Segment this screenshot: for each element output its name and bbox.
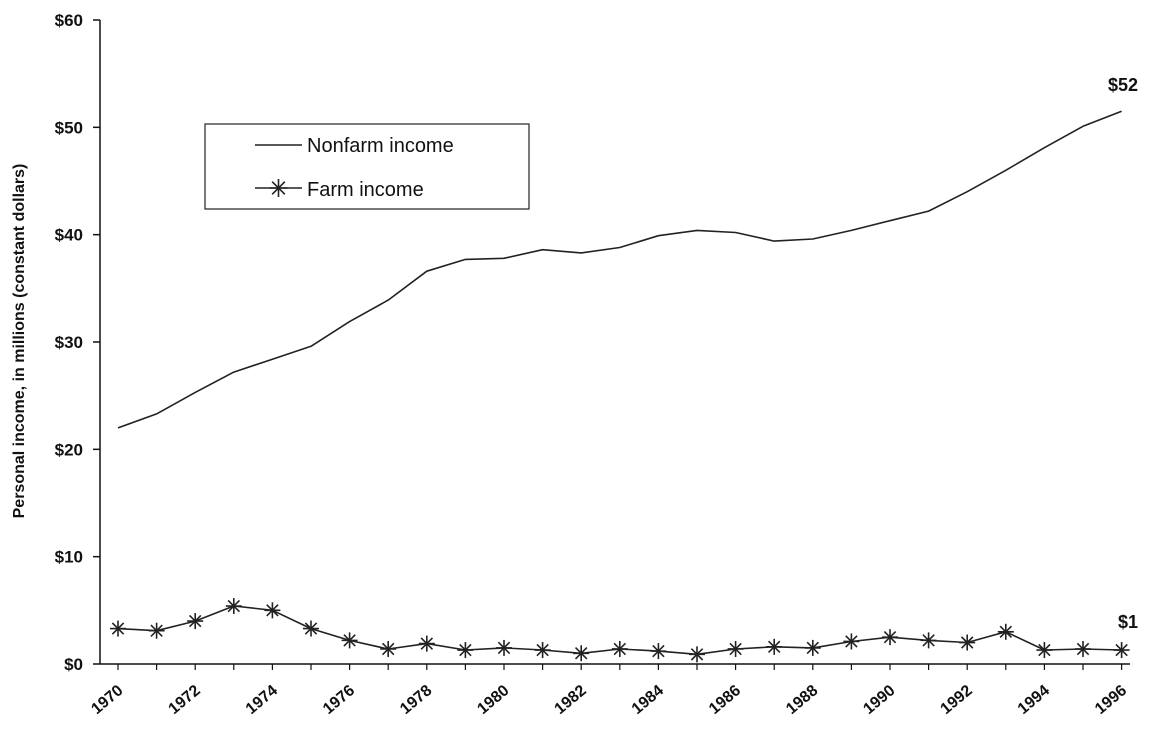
x-tick-label: 1994	[1015, 682, 1053, 718]
data-point-farm-income	[1113, 642, 1130, 659]
series-group	[110, 110, 1130, 663]
y-axis-label: Personal income, in millions (constant d…	[11, 164, 28, 519]
x-tick-label: 1990	[860, 682, 898, 718]
y-tick-label: $0	[64, 655, 83, 674]
x-tick-label: 1988	[783, 682, 821, 718]
x-axis: 1970 1972 1974 1976 1978 1980 1982 1984 1986 1988…	[88, 663, 1130, 718]
x-tick-label: 1984	[629, 682, 667, 718]
data-point-farm-income	[496, 639, 512, 656]
x-tick-label: 1978	[397, 682, 435, 718]
legend-asterisk-marker	[269, 179, 288, 197]
data-point-farm-income	[1075, 640, 1091, 657]
data-point-farm-income	[110, 620, 126, 637]
data-point-farm-income	[727, 640, 744, 657]
data-point-farm-income	[303, 620, 319, 637]
data-point-farm-income	[650, 643, 667, 660]
data-point-farm-income	[804, 639, 821, 656]
data-point-farm-income	[225, 598, 242, 615]
data-point-farm-income	[418, 635, 435, 652]
x-tick-label: 1986	[706, 682, 744, 718]
legend-box	[204, 123, 530, 210]
data-point-farm-income	[573, 645, 590, 662]
data-point-farm-income	[534, 642, 551, 659]
end-labels: $52 $1	[1108, 75, 1138, 632]
data-point-farm-income	[959, 634, 976, 651]
data-point-farm-income	[766, 638, 783, 655]
data-point-farm-income	[148, 622, 165, 639]
y-tick-label: $10	[55, 548, 83, 567]
x-tick-label: 1980	[474, 682, 512, 718]
data-point-farm-income	[341, 632, 358, 649]
data-point-farm-income	[380, 640, 397, 657]
y-tick-label: $30	[55, 333, 83, 352]
end-label-nonfarm-income: $52	[1108, 75, 1138, 95]
legend-label-nonfarm: Nonfarm income	[307, 135, 454, 157]
x-tick-label: 1972	[166, 682, 204, 718]
data-point-farm-income	[264, 602, 281, 619]
x-tick-label: 1982	[552, 682, 590, 718]
data-point-farm-income	[187, 613, 204, 630]
legend: Nonfarm income Farm income	[204, 123, 530, 210]
legend-asterisk	[269, 179, 288, 197]
data-point-farm-income	[689, 646, 705, 663]
y-tick-label: $20	[55, 440, 83, 459]
data-point-farm-income	[882, 629, 898, 646]
end-label-farm-income: $1	[1118, 612, 1138, 632]
data-point-farm-income	[920, 632, 937, 649]
y-tick-label: $50	[55, 118, 83, 137]
legend-label-farm: Farm income	[307, 179, 424, 201]
x-tick-label: 1974	[243, 682, 281, 718]
x-tick-label: 1970	[88, 682, 126, 718]
data-point-farm-income	[843, 633, 860, 650]
data-point-farm-income	[1036, 642, 1053, 659]
data-point-farm-income	[457, 642, 474, 659]
x-tick-label: 1996	[1092, 682, 1130, 718]
x-tick-label: 1992	[938, 682, 976, 718]
y-axis: $0 $10 $20 $30 $40 $50 $60	[55, 11, 101, 674]
y-tick-label: $40	[55, 226, 83, 245]
x-tick-label: 1976	[320, 682, 358, 718]
y-tick-label: $60	[55, 11, 83, 30]
data-point-farm-income	[997, 623, 1014, 640]
data-point-farm-income	[611, 640, 628, 657]
